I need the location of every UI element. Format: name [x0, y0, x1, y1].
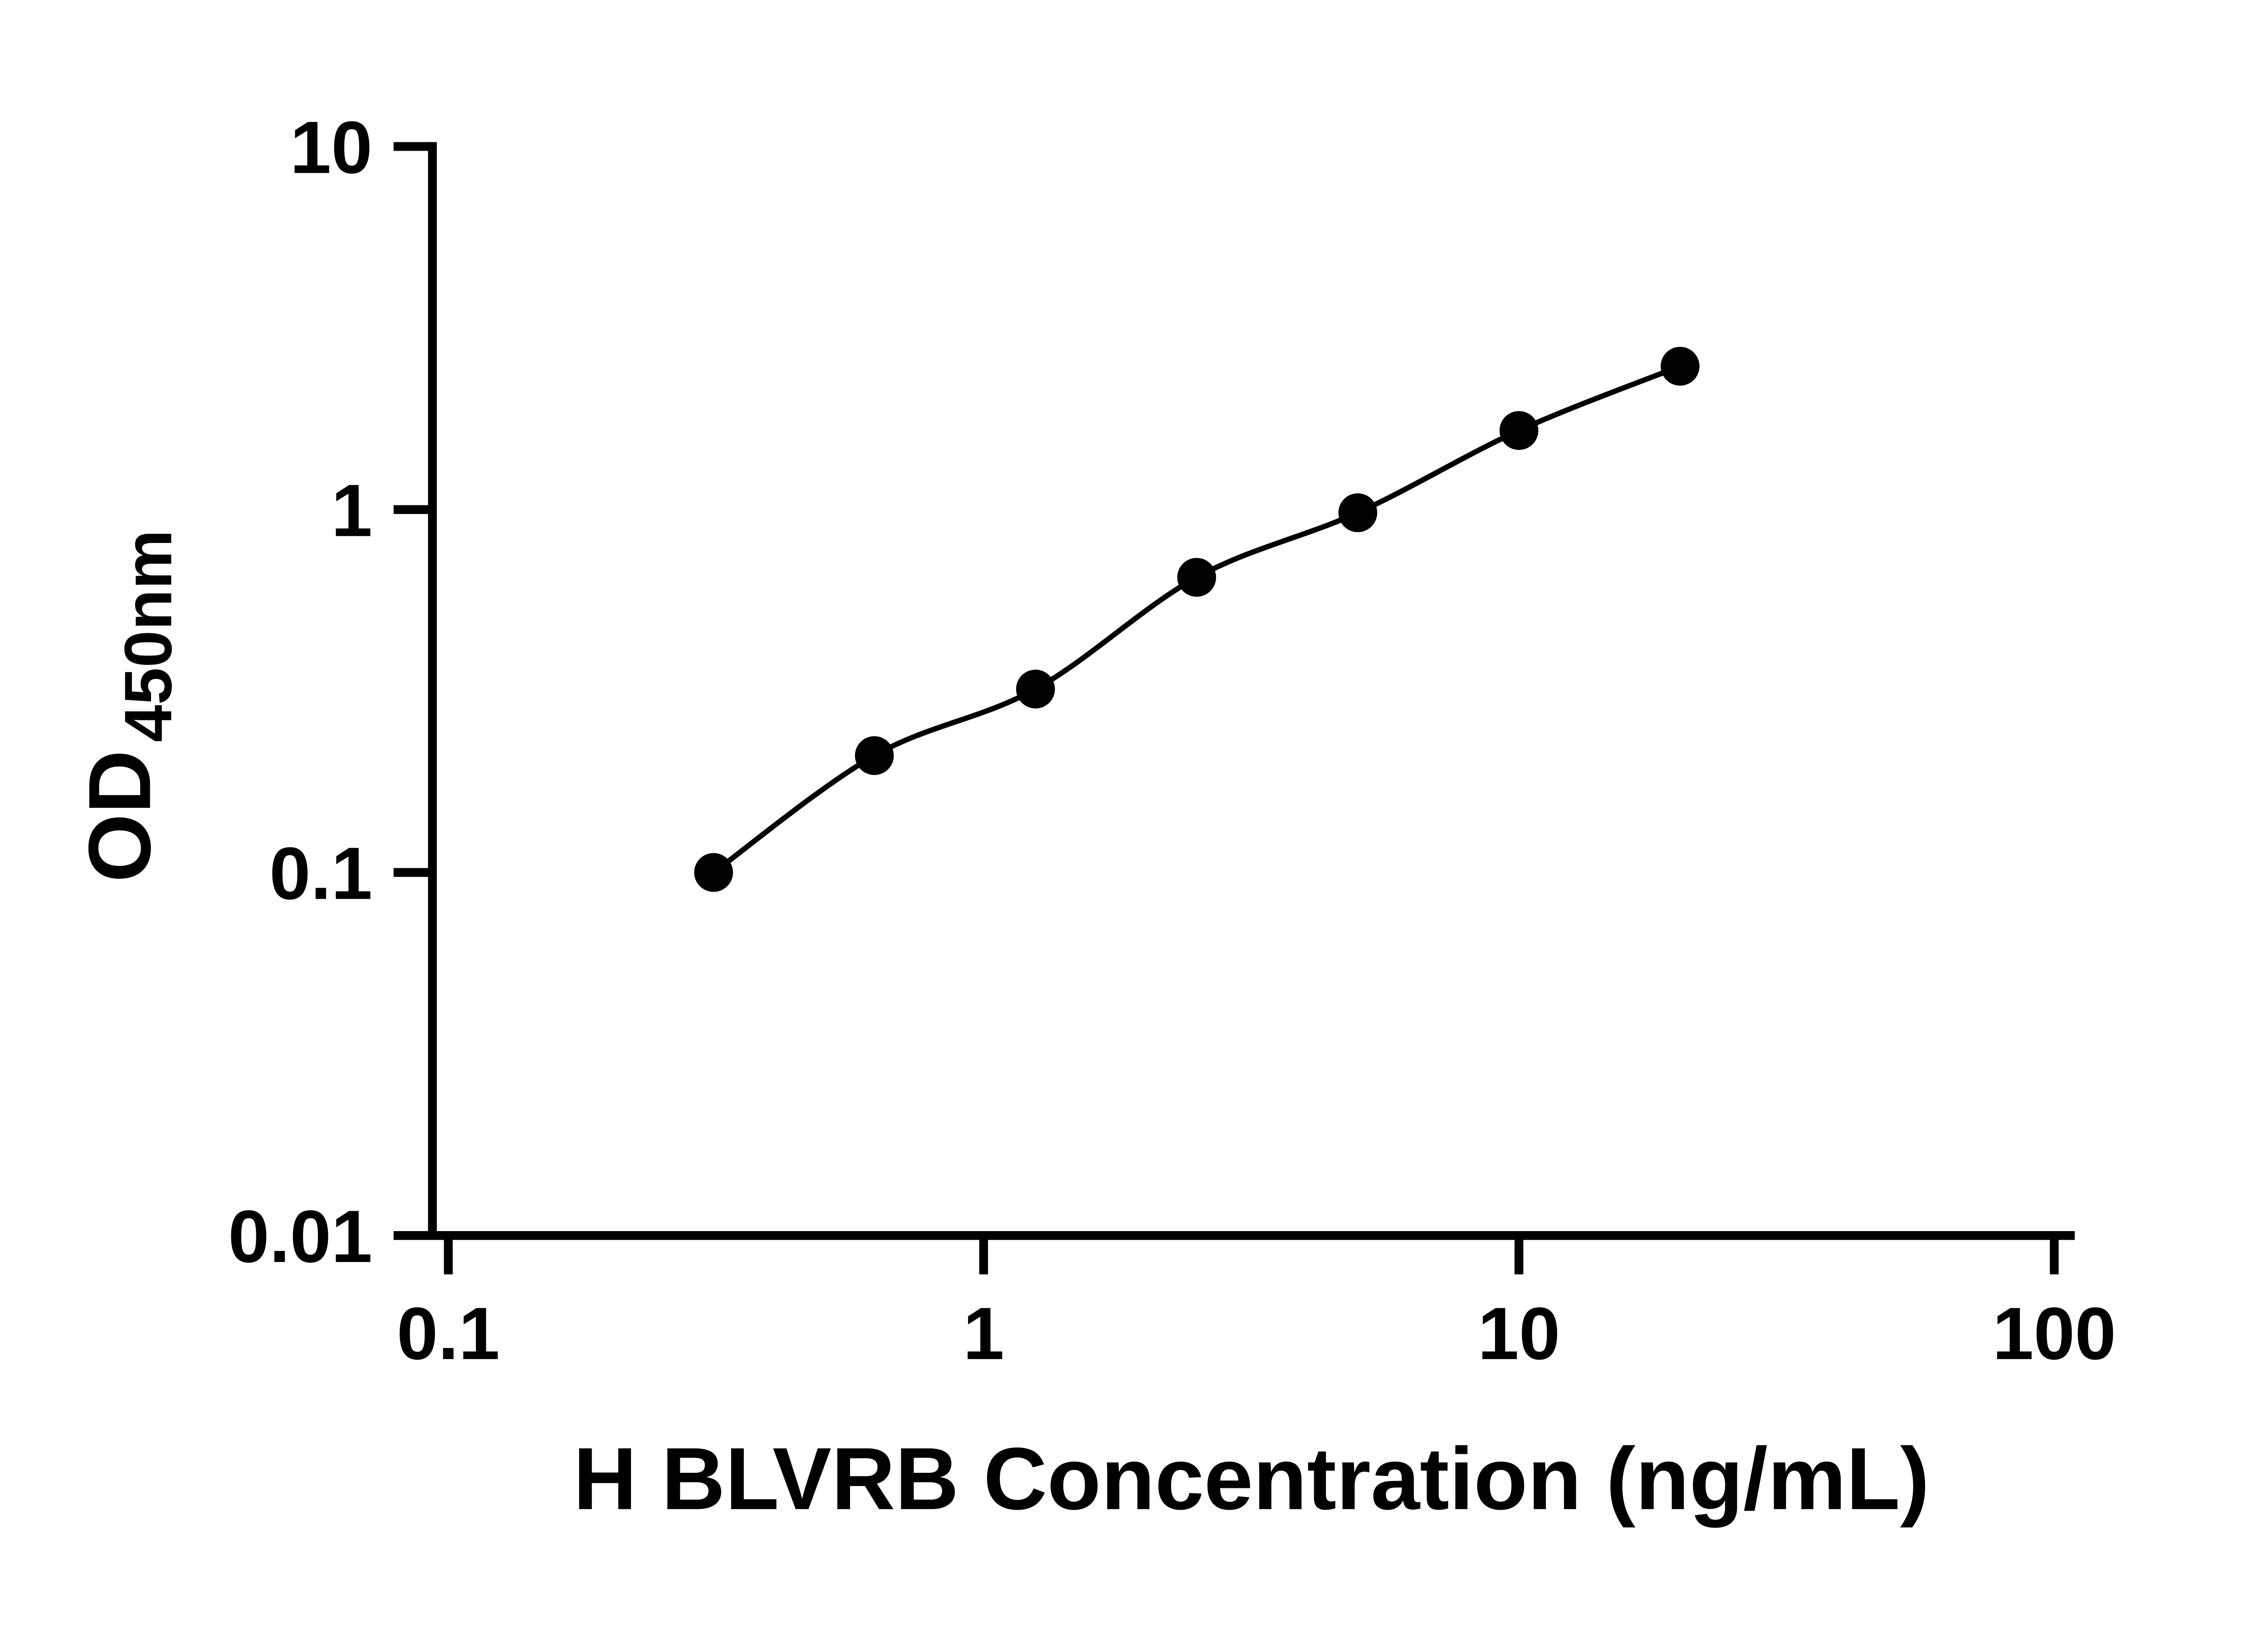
- axes: [428, 142, 2075, 1240]
- data-points: [694, 347, 1700, 892]
- data-point: [1177, 557, 1216, 597]
- x-tick-label: 10: [1478, 1292, 1560, 1375]
- x-tick-label: 0.1: [397, 1292, 500, 1375]
- x-axis-title: H BLVRB Concentration (ng/mL): [573, 1430, 1930, 1528]
- data-point: [1338, 493, 1378, 533]
- y-tick-label: 10: [290, 106, 372, 189]
- chart-canvas: 0.01 0.1 1 10 0.1 1 10 100 H BLVRB Concentrati…: [70, 106, 2116, 1528]
- data-point: [694, 853, 733, 892]
- y-tick-label: 0.1: [269, 832, 372, 915]
- elisa-standard-curve-figure: 0.01 0.1 1 10 0.1 1 10 100 H BLVRB Concentrati…: [70, 106, 2116, 1528]
- x-tick-label: 1: [963, 1292, 1004, 1375]
- x-axis-ticks: 0.1 1 10 100: [397, 1235, 2116, 1375]
- y-axis-ticks: 0.01 0.1 1 10: [228, 106, 433, 1278]
- data-point: [1499, 411, 1539, 450]
- y-tick-label: 0.01: [228, 1195, 372, 1278]
- data-point: [1016, 670, 1055, 709]
- y-axis-title-subscript: 450nm: [111, 530, 186, 742]
- y-tick-label: 1: [331, 469, 372, 552]
- x-tick-label: 100: [1992, 1292, 2116, 1375]
- fit-curve: [712, 363, 1681, 875]
- y-axis-title-main: OD: [71, 750, 169, 882]
- data-point: [855, 736, 894, 775]
- y-axis-title: OD 450nm: [71, 530, 186, 883]
- data-point: [1661, 347, 1700, 386]
